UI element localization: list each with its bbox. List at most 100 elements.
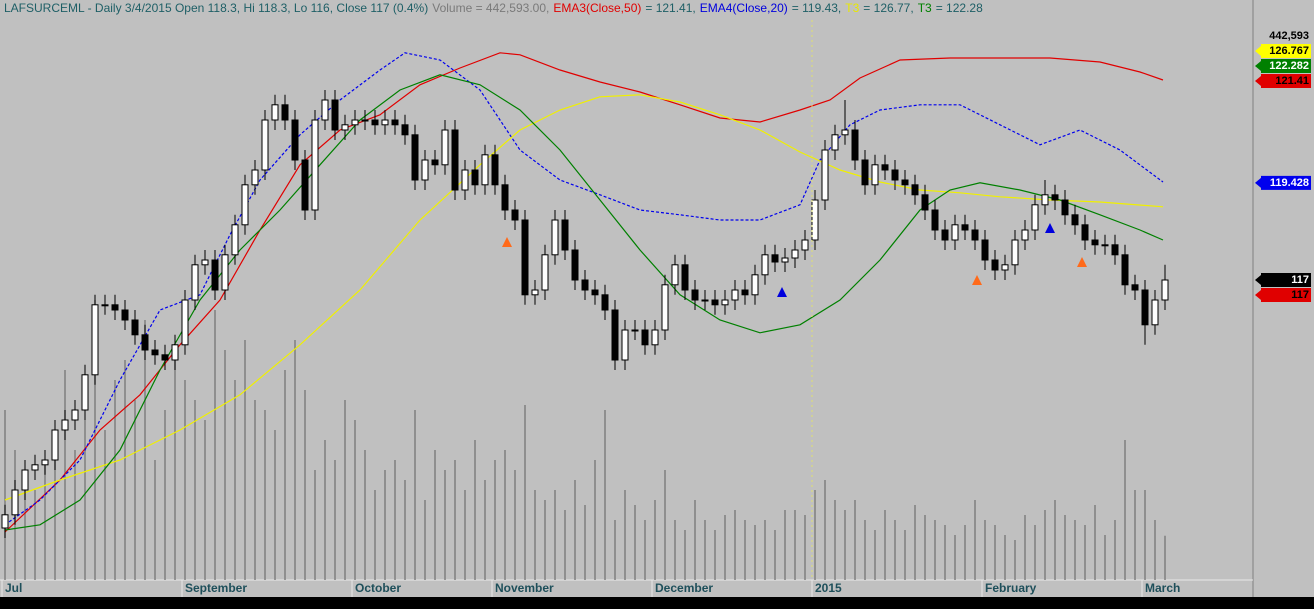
volume-bar — [384, 470, 386, 580]
indicator-layer — [4, 52, 1164, 533]
candle-body — [661, 284, 669, 331]
volume-bar — [494, 460, 496, 580]
volume-bar — [484, 480, 486, 580]
x-tick-label: Jul — [5, 581, 22, 595]
volume-bar — [634, 505, 636, 580]
candle-body — [481, 154, 489, 186]
volume-bar — [824, 480, 826, 580]
candle-body — [441, 129, 449, 166]
x-tick-label: March — [1145, 581, 1180, 595]
price-label: 121.41 — [1275, 75, 1309, 87]
candle-body — [851, 129, 859, 161]
title-part: LAFSURCEML - Daily 3/4/2015 Open 118.3, … — [4, 1, 428, 15]
candle-body — [161, 354, 169, 361]
volume-bar — [804, 515, 806, 580]
volume-bar — [354, 420, 356, 580]
volume-bar — [464, 490, 466, 580]
price-label-pointer — [1255, 275, 1261, 285]
volume-bar — [754, 525, 756, 580]
candle-body — [971, 229, 979, 241]
candle-body — [51, 429, 59, 461]
volume-bar — [474, 440, 476, 580]
volume-bar — [184, 380, 186, 580]
volume-bar — [264, 410, 266, 580]
signal-marker — [1077, 257, 1087, 267]
volume-bar — [374, 490, 376, 580]
signal-marker — [1045, 223, 1055, 233]
x-tick-label: October — [355, 581, 401, 595]
volume-bar — [314, 470, 316, 580]
candle-body — [861, 159, 869, 186]
candle-body — [831, 134, 839, 151]
candle-body — [741, 289, 749, 296]
volume-bar — [714, 530, 716, 580]
volume-bar — [1134, 490, 1136, 580]
volume-layer — [4, 300, 1166, 580]
volume-bar — [144, 320, 146, 580]
candle-body — [791, 249, 799, 259]
candle-body — [191, 264, 199, 301]
volume-bar — [1094, 505, 1096, 580]
candle-body — [401, 124, 409, 136]
candle-body — [421, 159, 429, 181]
volume-bar — [584, 505, 586, 580]
candle-body — [991, 259, 999, 271]
price-label-box — [1261, 59, 1311, 73]
candle-body — [671, 264, 679, 286]
candle-body — [751, 274, 759, 296]
candle-body — [1, 514, 9, 529]
x-tick-label: December — [655, 581, 713, 595]
volume-bar — [554, 490, 556, 580]
candle-body — [21, 469, 29, 491]
volume-bar — [524, 405, 526, 580]
candle-body — [1081, 224, 1089, 241]
title-part: = 121.41, — [645, 1, 695, 15]
candle-body — [1061, 199, 1069, 216]
candle-body — [471, 169, 479, 186]
candle-body — [251, 169, 259, 186]
candle-body — [911, 184, 919, 196]
candle-body — [361, 119, 369, 122]
volume-bar — [204, 420, 206, 580]
volume-bar — [884, 510, 886, 580]
candle-body — [511, 209, 519, 221]
title-part: T3 — [845, 1, 859, 15]
candle-body — [1031, 204, 1039, 231]
candle-body — [101, 304, 109, 307]
indicator-line — [4, 74, 1164, 531]
candle-body — [171, 344, 179, 361]
volume-bar — [334, 460, 336, 580]
candle-body — [11, 489, 19, 516]
candle-body — [41, 459, 49, 466]
candle-body — [1121, 254, 1129, 286]
price-label-pointer — [1255, 177, 1261, 188]
signal-marker — [502, 237, 512, 247]
volume-bar — [934, 520, 936, 580]
candle-body — [891, 169, 899, 181]
candle-body — [491, 154, 499, 186]
volume-bar — [1004, 535, 1006, 580]
bottom-strip — [0, 597, 1314, 609]
candle-body — [941, 229, 949, 241]
volume-bar — [164, 410, 166, 580]
candle-body — [1011, 239, 1019, 266]
candle-body — [271, 104, 279, 121]
title-part: T3 — [918, 1, 932, 15]
candle-body — [1021, 229, 1029, 241]
candle-body — [211, 259, 219, 291]
volume-bar — [684, 530, 686, 580]
candle-body — [371, 119, 379, 126]
candle-body — [631, 329, 639, 332]
volume-bar — [514, 470, 516, 580]
x-tick-label: 2015 — [815, 581, 842, 595]
candle-body — [1161, 279, 1169, 301]
candle-body — [501, 184, 509, 211]
volume-bar — [994, 525, 996, 580]
volume-bar — [274, 430, 276, 580]
title-part: = 126.77, — [863, 1, 913, 15]
volume-bar — [1144, 490, 1146, 580]
price-label-pointer — [1255, 76, 1261, 86]
volume-bar — [34, 490, 36, 580]
price-label-box — [1261, 74, 1311, 88]
price-label-box — [1261, 288, 1311, 302]
